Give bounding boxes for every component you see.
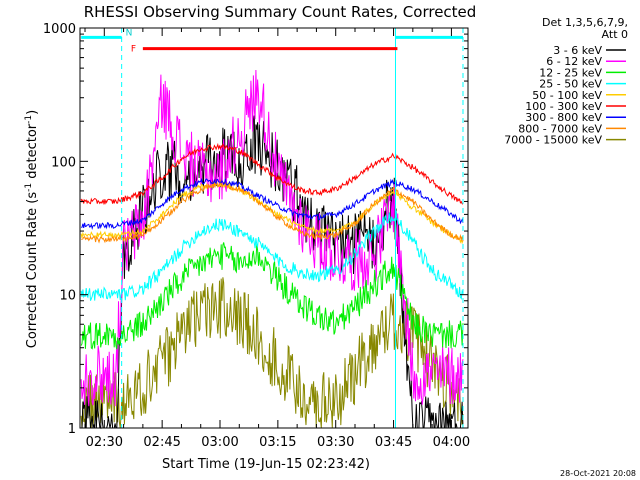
y-tick-label: 10 [59, 289, 76, 304]
legend-label: 7000 - 15000 keV [504, 134, 602, 147]
y-tick-label: 1000 [43, 22, 76, 37]
y-label-sup-1: -1 [24, 183, 34, 192]
x-tick-label: 03:15 [259, 435, 296, 450]
y-label-prefix: Corrected Count Rate (s [25, 192, 40, 349]
legend-header-line-2: Att 0 [602, 28, 628, 41]
legend-label: 100 - 300 keV [525, 100, 602, 113]
legend-label: 25 - 50 keV [539, 78, 602, 91]
x-tick-label: 03:30 [317, 435, 354, 450]
legend-label: 3 - 6 keV [553, 44, 602, 57]
legend-label: 12 - 25 keV [539, 66, 602, 79]
series-layer [80, 69, 464, 430]
series-line-7000-15000-keV [80, 277, 464, 429]
night-flag-label: N [126, 28, 133, 38]
legend-label: 50 - 100 keV [532, 89, 602, 102]
series-line-25-50-keV [80, 210, 464, 301]
y-tick-label: 100 [51, 155, 76, 170]
x-axis-label: Start Time (19-Jun-15 02:23:42) [162, 457, 370, 472]
series-line-50-100-keV [80, 181, 464, 245]
plot-frame [79, 27, 469, 429]
x-tick-label: 03:00 [201, 435, 238, 450]
x-tick-label: 04:00 [433, 435, 470, 450]
series-line-300-800-keV [81, 177, 464, 230]
legend-label: 6 - 12 keV [546, 55, 602, 68]
y-axis-label: Corrected Count Rate (s-1 detector-1) [24, 110, 40, 348]
ticks-layer: 02:30 02:45 03:00 03:15 03:30 03:45 04:00 1 10 10… [43, 22, 470, 450]
y-label-sup-2: -1 [24, 115, 34, 124]
legend-header: Det 1,3,5,6,7,9, Att 0 [542, 16, 628, 41]
x-tick-label: 03:45 [375, 435, 412, 450]
y-label-mid: detector [25, 123, 40, 183]
flags-layer: FN [81, 28, 464, 428]
x-tick-label: 02:45 [143, 435, 180, 450]
series-line-800-7000-keV [81, 179, 464, 244]
chart-title: RHESSI Observing Summary Count Rates, Co… [84, 3, 477, 21]
series-line-12-25-keV [80, 242, 464, 350]
x-tick-label: 02:30 [86, 435, 123, 450]
timestamp: 28-Oct-2021 20:08 [560, 469, 636, 478]
flare-flag-label: F [131, 45, 136, 55]
legend-header-line-1: Det 1,3,5,6,7,9, [542, 16, 628, 29]
y-tick-label: 1 [68, 422, 76, 437]
y-label-suffix: ) [25, 110, 40, 115]
legend-label: 800 - 7000 keV [518, 122, 602, 135]
legend-label: 300 - 800 keV [525, 111, 602, 124]
series-line-100-300-keV [80, 142, 464, 206]
